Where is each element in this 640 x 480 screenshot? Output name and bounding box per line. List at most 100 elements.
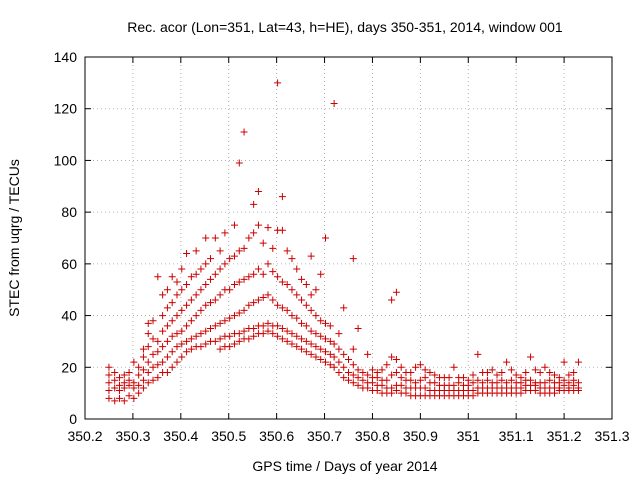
data-point — [235, 309, 243, 317]
data-point — [570, 368, 578, 376]
data-point — [135, 371, 143, 379]
data-point — [345, 376, 352, 384]
data-point — [221, 229, 229, 237]
data-point — [488, 366, 496, 374]
data-point — [560, 376, 568, 384]
data-point — [541, 379, 549, 387]
data-point — [250, 332, 258, 340]
data-point — [269, 244, 277, 252]
data-point — [517, 374, 525, 382]
data-point — [527, 376, 535, 384]
data-point — [278, 193, 286, 201]
data-point — [192, 270, 200, 278]
data-point — [125, 368, 133, 376]
data-point — [283, 327, 291, 335]
data-point — [288, 330, 296, 338]
data-point — [226, 314, 234, 322]
data-point — [445, 374, 453, 382]
data-point — [149, 317, 157, 325]
data-point — [226, 343, 234, 351]
data-point — [288, 286, 296, 294]
data-point — [211, 270, 219, 278]
data-point — [149, 376, 157, 384]
y-tick-label: 80 — [61, 204, 77, 220]
data-point — [312, 343, 320, 351]
y-tick-label: 100 — [54, 152, 78, 168]
data-point — [211, 337, 219, 345]
data-point — [507, 366, 515, 374]
data-point — [245, 273, 253, 281]
data-point — [207, 299, 215, 307]
data-point — [250, 325, 258, 332]
data-point — [512, 371, 520, 379]
data-point — [307, 306, 315, 314]
data-point — [388, 384, 396, 392]
data-point — [115, 374, 123, 382]
data-point — [192, 332, 200, 340]
data-point — [349, 379, 357, 387]
y-tick-label: 0 — [69, 411, 77, 427]
x-tick-label: 351.2 — [547, 428, 582, 444]
data-point — [178, 327, 186, 335]
data-point — [560, 358, 568, 366]
data-point — [288, 340, 296, 348]
data-point — [163, 337, 171, 345]
data-point — [335, 358, 343, 366]
data-point — [278, 304, 286, 312]
data-point — [307, 252, 315, 260]
data-point — [503, 379, 511, 387]
data-point — [139, 366, 147, 374]
data-point — [421, 374, 429, 382]
data-point — [307, 350, 315, 358]
data-point — [202, 327, 210, 335]
y-tick-label: 60 — [61, 256, 77, 272]
data-point — [354, 366, 362, 374]
data-point — [317, 345, 325, 353]
data-point — [187, 345, 195, 353]
data-point — [340, 374, 348, 382]
data-point — [173, 330, 181, 338]
data-point — [407, 376, 415, 384]
data-point — [240, 327, 248, 335]
data-point — [264, 319, 272, 327]
data-point — [349, 255, 357, 263]
data-points — [105, 79, 582, 405]
data-point — [555, 374, 563, 382]
data-point — [216, 335, 224, 343]
data-point — [130, 394, 138, 402]
data-point — [105, 394, 113, 402]
data-point — [546, 376, 554, 384]
data-point — [259, 330, 267, 338]
data-point — [226, 332, 234, 340]
data-point — [298, 296, 306, 304]
data-point — [254, 187, 262, 195]
data-point — [173, 312, 181, 320]
x-tick-label: 350.8 — [355, 428, 390, 444]
data-point — [163, 286, 171, 294]
data-point — [221, 317, 229, 325]
data-point — [298, 275, 306, 283]
plot-frame — [84, 56, 613, 420]
data-point — [226, 255, 234, 263]
data-point — [105, 379, 113, 387]
data-point — [144, 319, 152, 327]
data-point — [240, 275, 248, 283]
data-point — [230, 281, 238, 289]
data-point — [302, 281, 310, 289]
data-point — [392, 368, 400, 376]
data-point — [264, 291, 272, 299]
data-point — [187, 273, 195, 281]
x-tick-label: 350.6 — [259, 428, 294, 444]
data-point — [340, 363, 348, 371]
data-point — [469, 371, 477, 379]
data-point — [159, 291, 167, 299]
data-point — [159, 343, 167, 351]
data-point — [359, 376, 367, 384]
data-point — [250, 229, 258, 237]
data-point — [416, 376, 424, 384]
data-point — [388, 296, 396, 304]
data-point — [302, 337, 310, 345]
grid — [85, 57, 612, 419]
data-point — [105, 387, 113, 395]
data-point — [459, 374, 467, 382]
